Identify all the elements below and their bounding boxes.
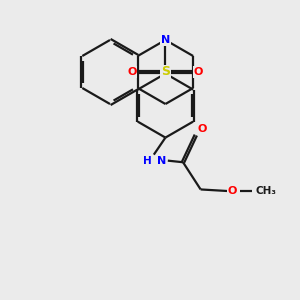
Text: O: O bbox=[227, 186, 236, 196]
Text: N: N bbox=[161, 35, 170, 45]
Text: H: H bbox=[143, 156, 152, 166]
Text: N: N bbox=[157, 156, 167, 166]
Text: CH₃: CH₃ bbox=[255, 186, 276, 196]
Text: S: S bbox=[161, 65, 170, 79]
Text: O: O bbox=[128, 67, 137, 77]
Text: O: O bbox=[194, 67, 203, 77]
Text: O: O bbox=[197, 124, 206, 134]
